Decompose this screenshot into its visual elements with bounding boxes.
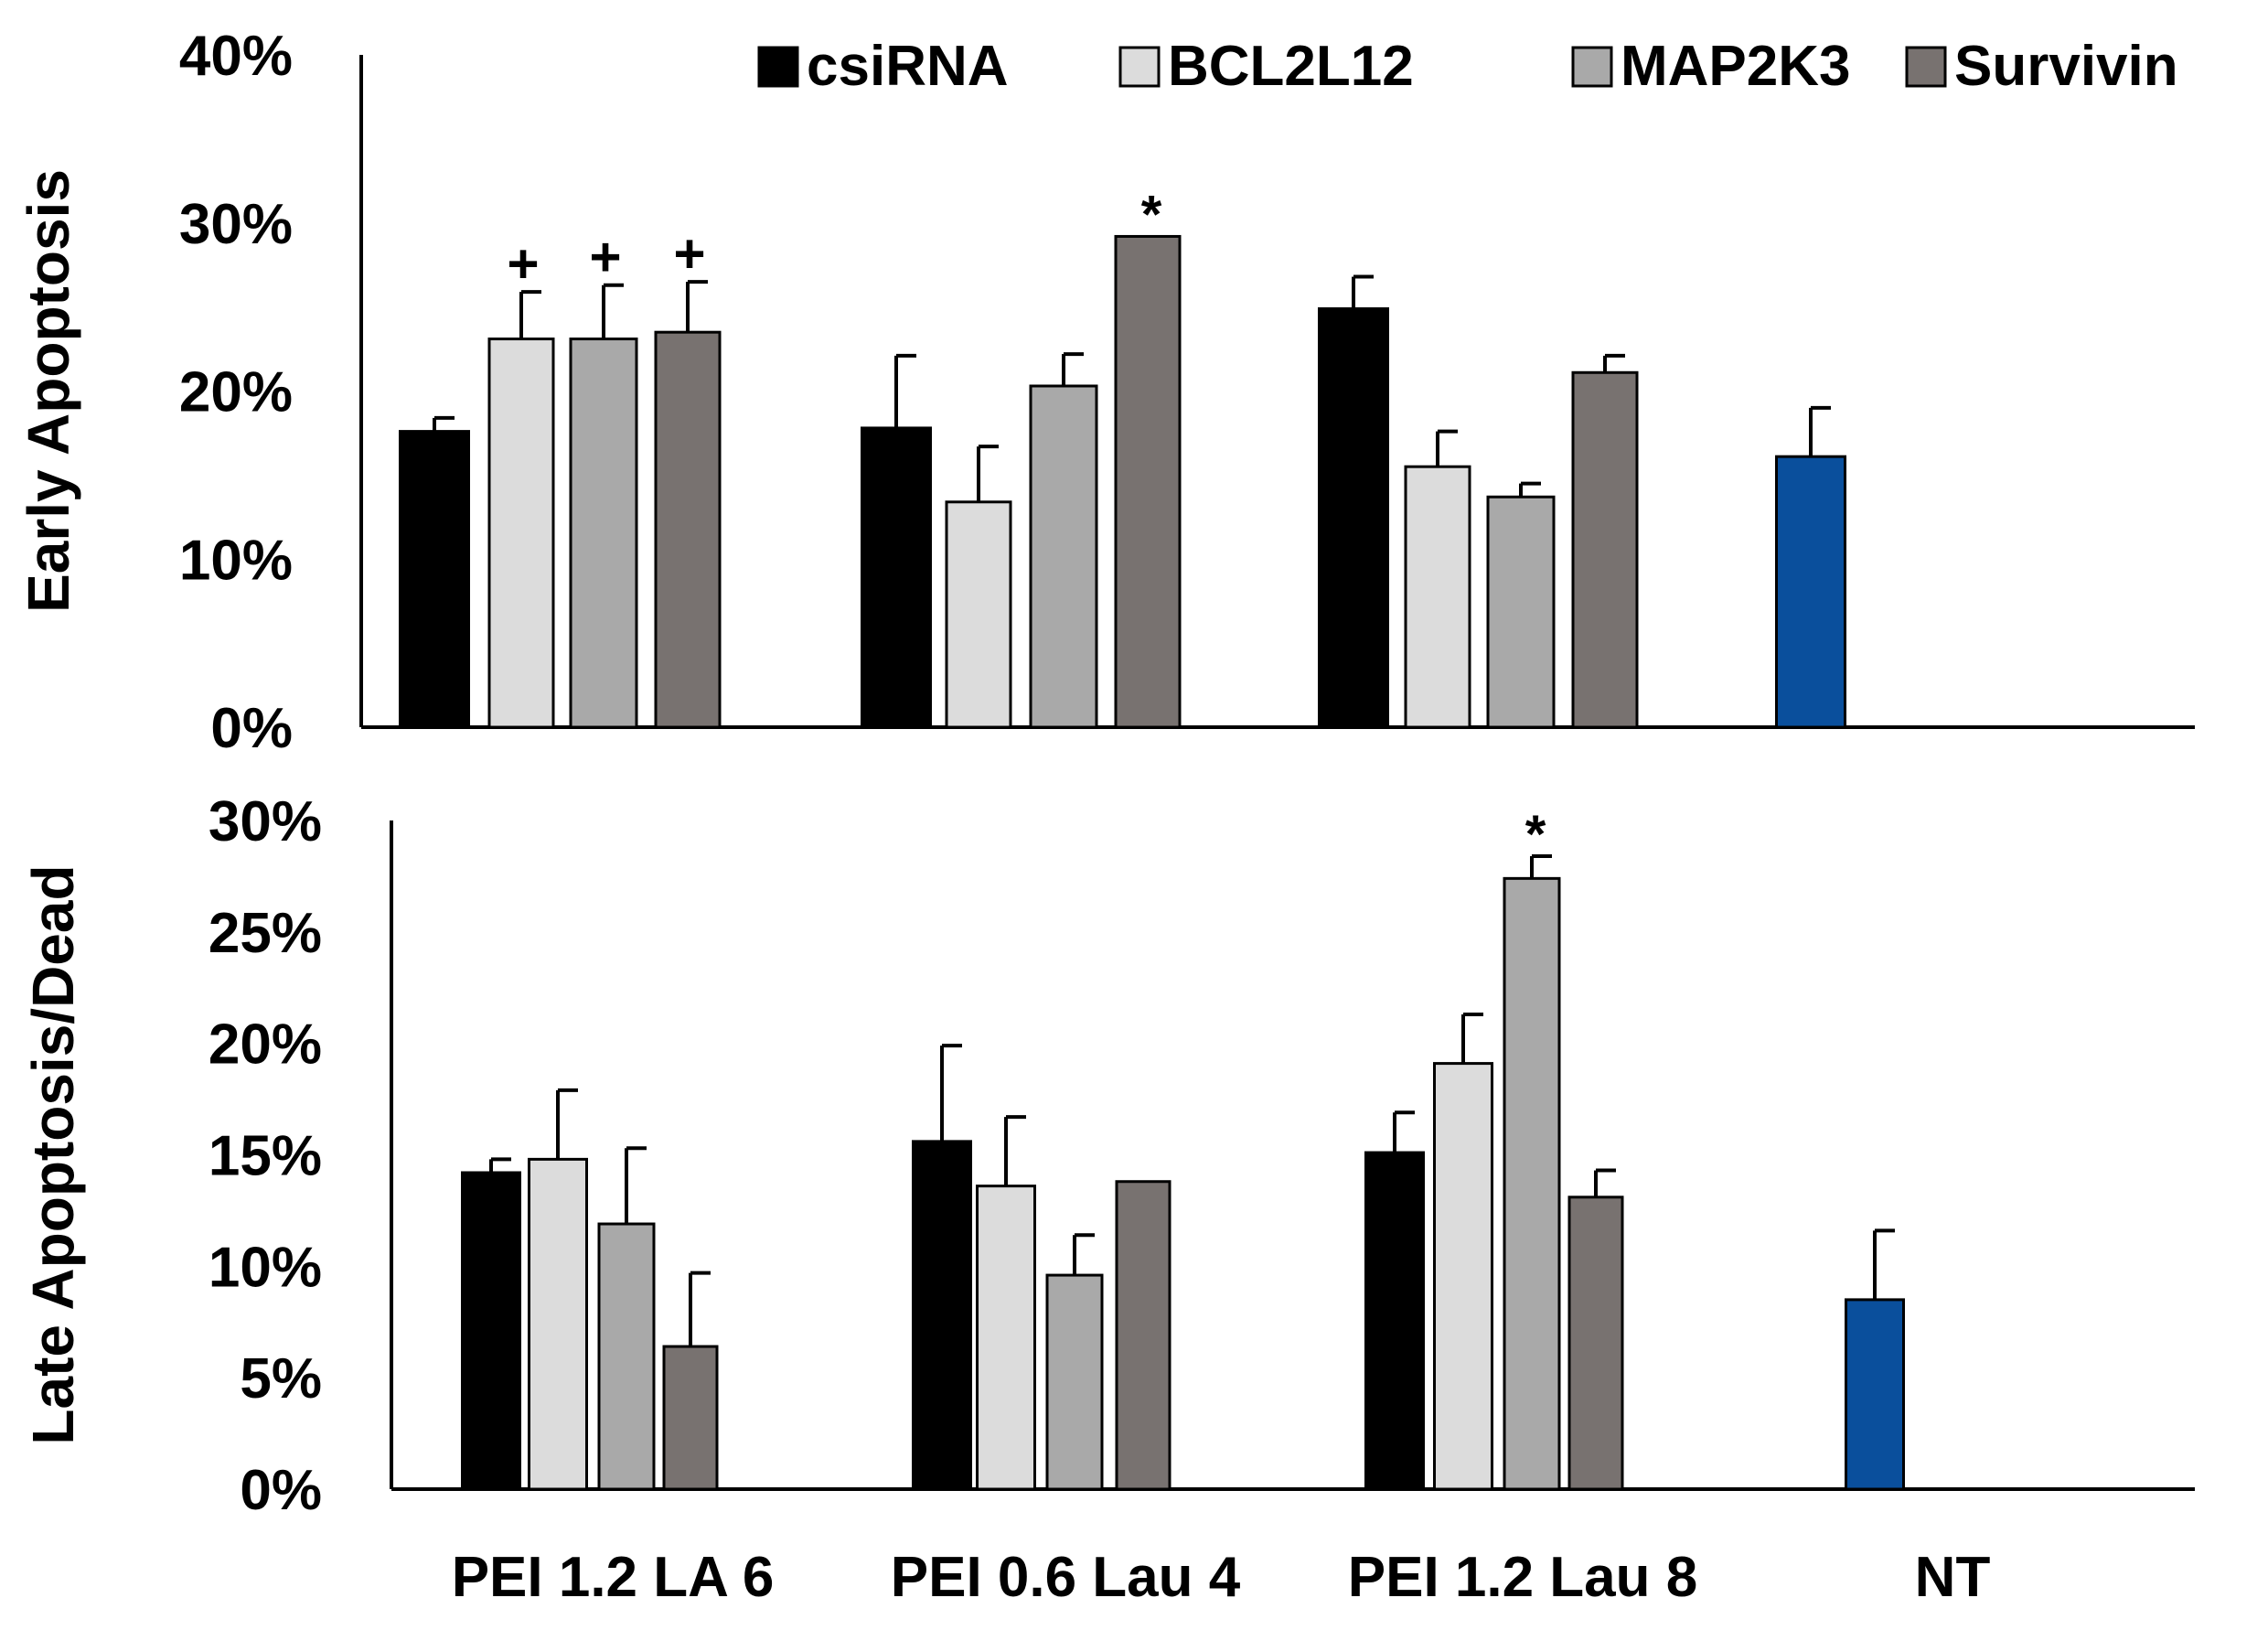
bar-map2k3-pei-1-2-la-6: [569, 338, 638, 729]
bar-map2k3-pei-0-6-lau-4: [1045, 1273, 1104, 1491]
bar-survivin-pei-0-6-lau-4: [1115, 1180, 1171, 1491]
x-tick-label-pei-1-2-lau-8: PEI 1.2 Lau 8: [1348, 1546, 1698, 1609]
y-tick-label-10: 10%: [209, 1236, 322, 1299]
y-tick-label-10: 10%: [179, 529, 293, 592]
bar-map2k3-pei-1-2-lau-8: [1486, 495, 1556, 729]
bar-nt-nt: [1775, 455, 1846, 729]
bar-survivin-pei-0-6-lau-4: [1114, 234, 1182, 729]
bar-bcl2l12-pei-1-2-la-6: [487, 338, 555, 729]
significance-mark-map2k3-pei-1-2-la-6: +: [589, 227, 621, 288]
legend-swatch-csirna: [757, 46, 799, 88]
y-tick-label-0: 0%: [210, 697, 293, 760]
chart-legend: csiRNA BCL2L12 MAP2K3 Survivin: [757, 35, 2178, 98]
bar-survivin-pei-1-2-la-6: [662, 1345, 719, 1491]
bar-map2k3-pei-1-2-lau-8: [1503, 876, 1561, 1491]
significance-mark-map2k3-pei-1-2-lau-8: *: [1525, 805, 1546, 864]
significance-mark-survivin-pei-1-2-la-6: +: [673, 223, 705, 284]
x-tick-label-pei-1-2-la-6: PEI 1.2 LA 6: [452, 1546, 775, 1609]
bar-survivin-pei-1-2-lau-8: [1571, 370, 1639, 729]
x-tick-label-nt: NT: [1915, 1546, 1991, 1609]
bar-bcl2l12-pei-1-2-la-6: [528, 1157, 588, 1491]
x-tick-label-pei-0-6-lau-4: PEI 0.6 Lau 4: [891, 1546, 1241, 1609]
bar-csirna-pei-0-6-lau-4: [912, 1140, 972, 1491]
late-apoptosis-panel: 0% 5% 10% 15% 20% 25% 30% Late Apoptosis/Dead * P…: [20, 790, 2195, 1609]
bar-survivin-pei-1-2-lau-8: [1567, 1196, 1624, 1491]
bar-map2k3-pei-1-2-la-6: [597, 1222, 656, 1491]
bar-csirna-pei-1-2-lau-8: [1364, 1151, 1425, 1491]
legend-label-bcl2l12: BCL2L12: [1168, 35, 1414, 98]
bar-csirna-pei-1-2-lau-8: [1318, 306, 1389, 729]
y-tick-label-25: 25%: [209, 902, 322, 965]
y-axis-title: Late Apoptosis/Dead: [20, 864, 86, 1444]
y-tick-label-20: 20%: [179, 361, 293, 424]
bar-survivin-pei-1-2-la-6: [654, 330, 722, 729]
bar-bcl2l12-pei-0-6-lau-4: [976, 1185, 1036, 1491]
legend-swatch-bcl2l12: [1118, 46, 1161, 88]
bar-csirna-pei-1-2-la-6: [461, 1171, 521, 1491]
bar-csirna-pei-0-6-lau-4: [861, 426, 932, 729]
early-apoptosis-panel: 0% 10% 20% 30% 40% Early Apoptosis + + + *: [16, 25, 2195, 760]
y-tick-label-20: 20%: [209, 1013, 322, 1077]
significance-mark-survivin-pei-0-6-lau-4: *: [1141, 185, 1162, 244]
y-tick-label-0: 0%: [240, 1459, 322, 1522]
bar-bcl2l12-pei-0-6-lau-4: [945, 500, 1012, 729]
legend-label-csirna: csiRNA: [807, 35, 1009, 98]
bar-csirna-pei-1-2-la-6: [399, 430, 470, 729]
significance-mark-bcl2l12-pei-1-2-la-6: +: [507, 233, 539, 295]
y-tick-label-30: 30%: [209, 790, 322, 853]
y-tick-label-5: 5%: [240, 1347, 322, 1410]
bar-bcl2l12-pei-1-2-lau-8: [1404, 465, 1471, 729]
legend-label-survivin: Survivin: [1954, 35, 2178, 98]
y-tick-label-15: 15%: [209, 1125, 322, 1188]
bar-bcl2l12-pei-1-2-lau-8: [1433, 1062, 1493, 1491]
y-tick-label-30: 30%: [179, 193, 293, 256]
bar-nt-nt: [1845, 1298, 1905, 1491]
y-tick-label-40: 40%: [179, 25, 293, 88]
legend-swatch-survivin: [1905, 46, 1947, 88]
legend-swatch-map2k3: [1571, 46, 1613, 88]
bar-map2k3-pei-0-6-lau-4: [1029, 384, 1098, 729]
y-axis-title: Early Apoptosis: [16, 169, 81, 613]
legend-label-map2k3: MAP2K3: [1621, 35, 1851, 98]
